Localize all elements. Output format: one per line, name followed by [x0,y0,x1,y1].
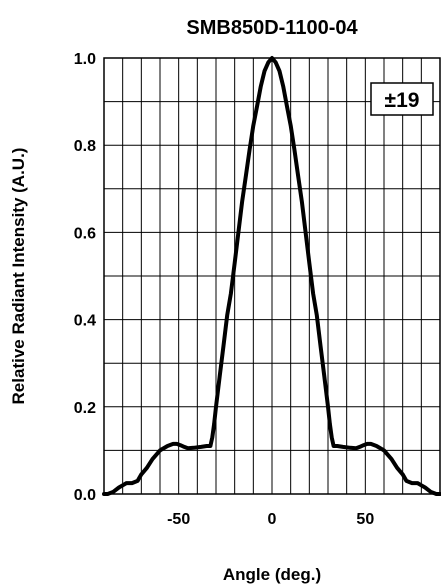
y-tick-label: 0.4 [74,313,96,330]
y-tick-label: 0.0 [74,487,96,504]
x-tick-label: -50 [167,511,190,528]
x-tick-label: 50 [356,511,374,528]
chart-title: SMB850D-1100-04 [186,17,358,39]
annotation-text: ±19 [385,89,420,112]
x-tick-label: 0 [268,511,277,528]
intensity-curve [102,56,441,496]
annotation-badge: ±19 [370,82,434,116]
y-tick-label: 0.2 [74,400,96,417]
tick-labels: -50 0 50 0.0 0.2 0.4 0.6 0.8 1.0 [74,51,375,528]
y-tick-label: 1.0 [74,51,96,68]
grid [104,58,440,494]
y-axis-label: Relative Radiant Intensity (A.U.) [9,148,28,405]
annotation-box [370,82,434,116]
y-tick-label: 0.6 [74,225,96,242]
y-tick-label: 0.8 [74,138,96,155]
x-axis-label: Angle (deg.) [223,565,321,584]
